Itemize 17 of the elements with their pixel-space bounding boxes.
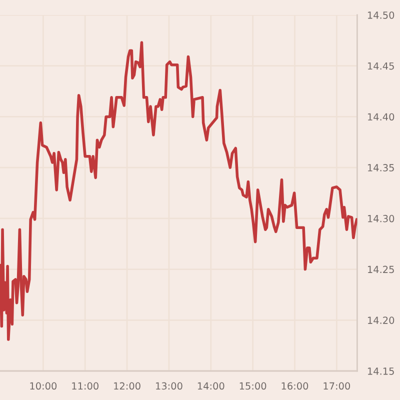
x-tick-label: 14:00 xyxy=(198,382,224,390)
y-tick-label: 14.30 xyxy=(368,214,394,222)
x-tick-label: 16:00 xyxy=(282,382,308,390)
x-tick-label: 11:00 xyxy=(72,382,98,390)
y-tick-label: 14.45 xyxy=(368,62,394,70)
x-tick-label: 17:00 xyxy=(324,382,350,390)
x-tick-label: 10:00 xyxy=(30,382,57,390)
y-tick-label: 14.50 xyxy=(368,11,394,19)
line-series xyxy=(0,41,358,341)
y-tick-label: 14.25 xyxy=(368,266,394,274)
x-tick-label: 13:00 xyxy=(156,382,182,390)
x-tick-label: 15:00 xyxy=(240,382,266,390)
y-tick-label: 14.20 xyxy=(368,316,394,324)
y-tick-label: 14.40 xyxy=(368,113,394,121)
y-tick-label: 14.35 xyxy=(368,164,394,172)
x-tick-label: 12:00 xyxy=(114,382,140,390)
y-tick-label: 14.15 xyxy=(368,368,394,375)
